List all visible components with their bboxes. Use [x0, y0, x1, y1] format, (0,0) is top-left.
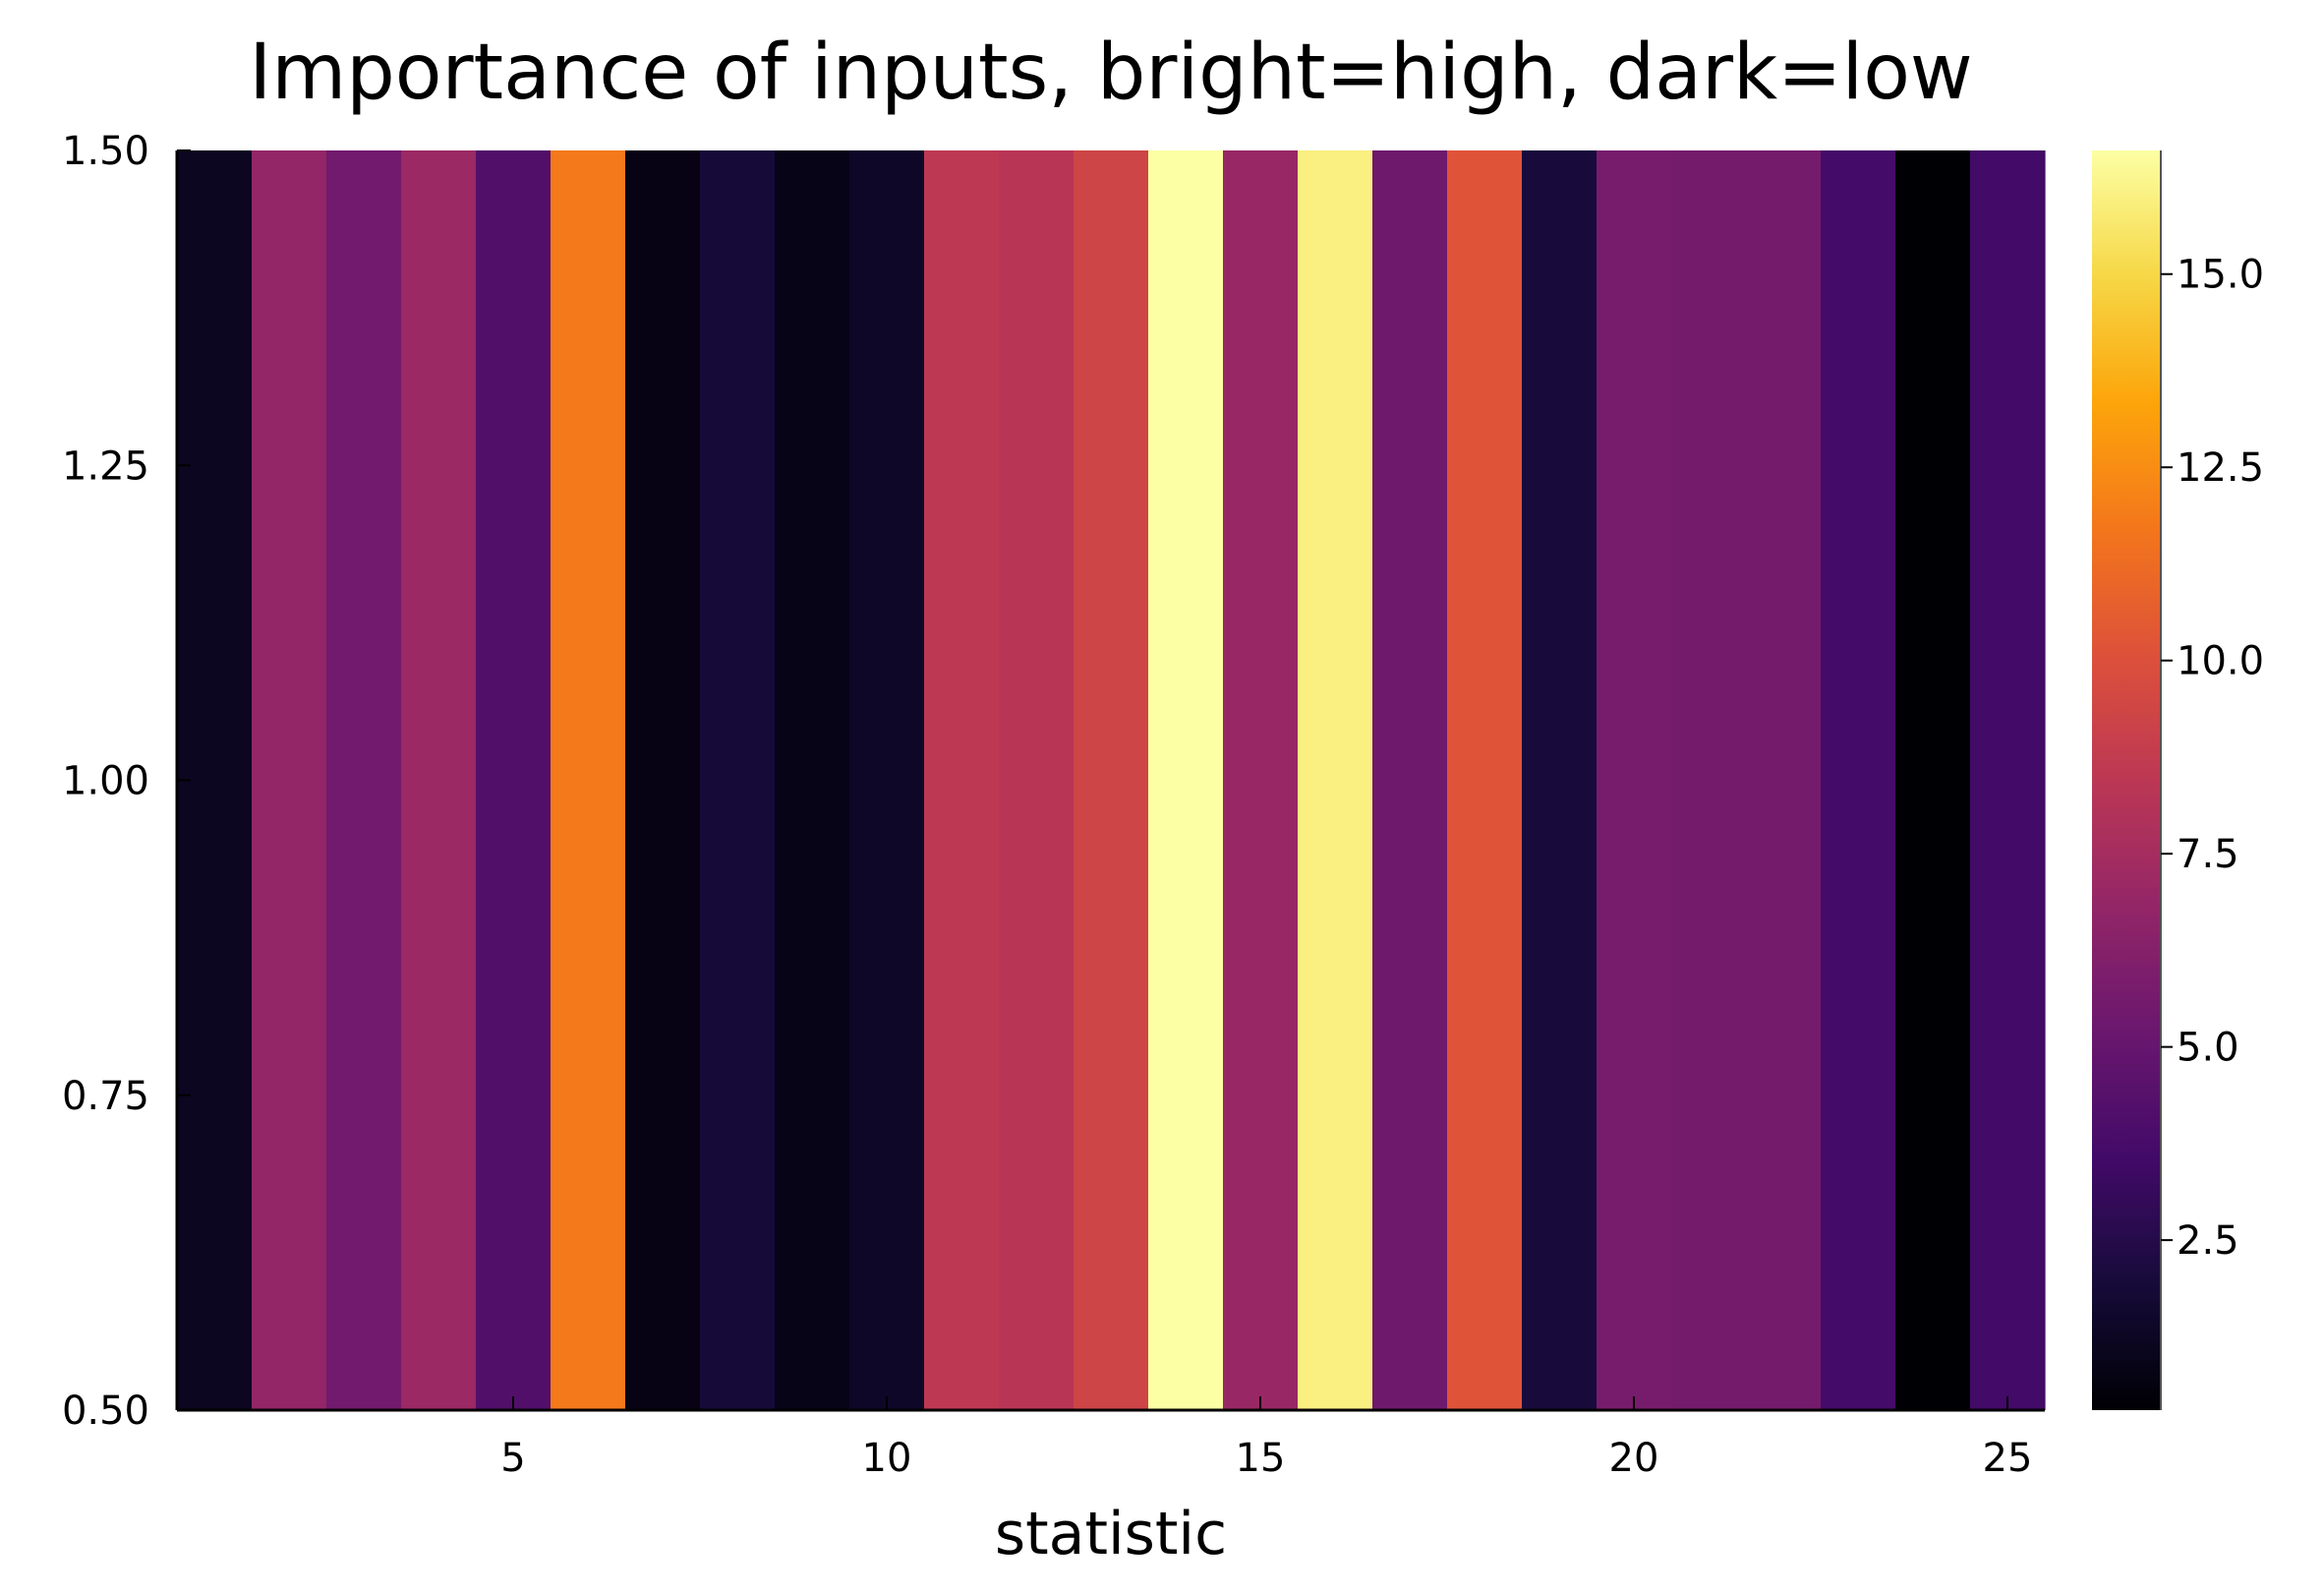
y-tick-label: 0.75	[62, 1074, 149, 1119]
heatmap-cell-10	[849, 150, 925, 1410]
heatmap-cell-24	[1895, 150, 1971, 1410]
y-tick-label: 1.00	[62, 759, 149, 804]
heatmap-cell-3	[326, 150, 402, 1410]
heatmap-cell-18	[1447, 150, 1523, 1410]
heatmap-cell-11	[924, 150, 1000, 1410]
colorbar-tick-label: 7.5	[2177, 832, 2239, 877]
x-tick-label: 5	[500, 1436, 525, 1481]
heatmap-cell-7	[625, 150, 701, 1410]
y-tick-label: 1.25	[62, 443, 149, 489]
heatmap-cell-17	[1372, 150, 1448, 1410]
x-tick-label: 10	[862, 1436, 912, 1481]
colorbar-tick-label: 5.0	[2177, 1026, 2239, 1071]
y-tick-label: 0.50	[62, 1389, 149, 1434]
heatmap-cell-15	[1223, 150, 1299, 1410]
heatmap-cell-25	[1970, 150, 2046, 1410]
heatmap-cell-22	[1746, 150, 1822, 1410]
colorbar-tick-label: 12.5	[2177, 445, 2264, 491]
heatmap-cells	[177, 150, 2046, 1410]
heatmap-cell-2	[252, 150, 327, 1410]
heatmap-cell-16	[1298, 150, 1373, 1410]
colorbar-tick-label: 15.0	[2177, 253, 2264, 298]
colorbar-tick-label: 2.5	[2177, 1218, 2239, 1264]
x-tick-label: 25	[1983, 1436, 2033, 1481]
colorbar: 2.5 5.0 7.5 10.0 12.5 15.0	[2092, 150, 2264, 1410]
heatmap-cell-4	[401, 150, 477, 1410]
x-tick-label: 20	[1609, 1436, 1659, 1481]
x-tick-label: 15	[1236, 1436, 1286, 1481]
x-axis-label: statistic	[995, 1500, 1227, 1568]
heatmap-cell-20	[1597, 150, 1672, 1410]
colorbar-tick-label: 10.0	[2177, 639, 2264, 684]
heatmap-cell-19	[1522, 150, 1598, 1410]
colorbar-gradient	[2092, 150, 2161, 1410]
heatmap-cell-8	[700, 150, 776, 1410]
y-tick-label: 1.50	[62, 129, 149, 174]
heatmap-cell-5	[476, 150, 552, 1410]
heatmap-cell-14	[1148, 150, 1224, 1410]
axes: 5 10 15 20 25 0.50 0.75 1.00 1.25 1.50	[62, 129, 2045, 1481]
heatmap-cell-12	[999, 150, 1075, 1410]
heatmap-cell-13	[1074, 150, 1149, 1410]
heatmap-cell-23	[1821, 150, 1896, 1410]
heatmap-cell-9	[775, 150, 850, 1410]
chart-title: Importance of inputs, bright=high, dark=…	[249, 29, 1972, 117]
heatmap-cell-21	[1671, 150, 1747, 1410]
heatmap-cell-6	[551, 150, 626, 1410]
